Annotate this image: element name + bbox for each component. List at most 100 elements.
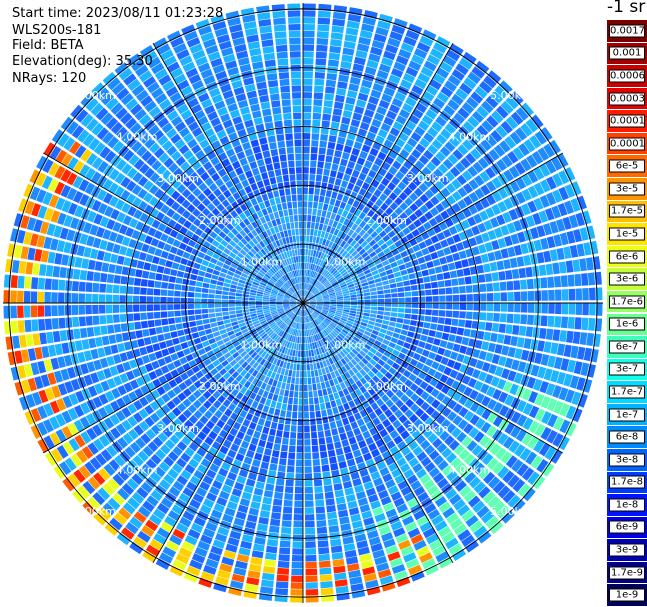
range-gate (211, 274, 219, 281)
range-gate (188, 73, 202, 85)
range-gate (204, 272, 212, 279)
range-gate (290, 595, 303, 603)
range-gate (215, 235, 223, 243)
range-gate (478, 244, 487, 254)
range-gate (259, 281, 267, 287)
range-gate (242, 306, 249, 310)
range-gate (306, 308, 311, 314)
range-gate (471, 225, 481, 236)
range-gate (290, 335, 295, 343)
range-gate (342, 417, 350, 426)
range-gate (304, 493, 314, 501)
range-gate (245, 200, 253, 209)
range-gate (351, 250, 358, 257)
range-gate (308, 270, 312, 277)
range-gate (412, 108, 424, 119)
range-gate (256, 210, 264, 218)
range-gate (402, 369, 412, 378)
range-gate (78, 179, 90, 192)
range-gate (120, 323, 128, 332)
range-gate (449, 270, 458, 279)
range-gate (349, 576, 363, 585)
range-gate (212, 269, 220, 276)
range-gate (486, 283, 494, 292)
range-gate (228, 154, 238, 164)
range-gate (552, 189, 563, 203)
range-gate (129, 441, 141, 454)
range-gate (309, 277, 313, 284)
range-gate (521, 188, 533, 202)
range-gate (382, 418, 391, 428)
range-gate (239, 409, 248, 418)
range-gate (266, 206, 273, 214)
range-gate (346, 182, 355, 191)
range-gate (479, 171, 491, 183)
range-gate (315, 281, 320, 287)
range-gate (200, 171, 210, 182)
range-gate (91, 156, 104, 170)
range-gate (229, 465, 240, 475)
range-gate (351, 339, 358, 346)
range-gate (156, 420, 167, 431)
range-gate (259, 216, 267, 225)
range-gate (445, 452, 457, 464)
range-gate (452, 343, 461, 352)
range-gate (334, 286, 341, 291)
range-gate (99, 146, 111, 159)
range-gate (166, 128, 178, 139)
range-gate (496, 505, 510, 519)
range-gate (427, 244, 436, 253)
range-gate (79, 164, 91, 177)
range-gate (334, 441, 342, 449)
range-gate (238, 188, 247, 197)
range-gate (423, 178, 434, 188)
range-gate (435, 151, 446, 162)
range-gate (314, 85, 324, 93)
range-gate (359, 350, 367, 357)
range-gate (35, 172, 47, 187)
range-gate (228, 303, 235, 307)
range-gate (398, 109, 411, 119)
range-gate (496, 378, 507, 390)
range-gate (444, 435, 455, 446)
range-gate (126, 478, 139, 491)
range-gate (436, 477, 449, 489)
range-gate (36, 189, 47, 203)
range-gate (522, 402, 534, 416)
range-gate (139, 132, 151, 144)
range-gate (394, 409, 404, 419)
range-gate (86, 235, 95, 247)
range-gate (185, 430, 196, 441)
range-gate (229, 185, 238, 195)
range-gate (107, 324, 115, 334)
range-gate (309, 301, 317, 303)
range-gate (355, 455, 364, 465)
range-gate (303, 58, 314, 65)
range-gate (235, 560, 248, 570)
range-gate (325, 155, 333, 163)
range-gate (371, 269, 379, 276)
range-gate (58, 292, 65, 303)
range-gate (180, 257, 189, 266)
range-gate (469, 389, 479, 400)
range-gate (316, 305, 323, 307)
range-gate (318, 560, 331, 568)
range-gate (323, 352, 328, 360)
range-gate (395, 55, 409, 66)
range-gate (568, 288, 576, 301)
range-gate (92, 492, 106, 506)
range-gate (107, 497, 121, 511)
range-gate (179, 424, 189, 435)
range-gate (248, 240, 256, 248)
range-gate (7, 351, 17, 366)
range-gate (266, 283, 274, 288)
range-gate (346, 212, 354, 220)
range-gate (345, 493, 356, 503)
range-gate (365, 327, 373, 333)
range-gate (84, 461, 97, 475)
range-gate (540, 277, 548, 289)
range-gate (304, 323, 306, 330)
range-gate (396, 339, 405, 347)
range-gate (509, 383, 519, 396)
range-gate (303, 309, 305, 317)
